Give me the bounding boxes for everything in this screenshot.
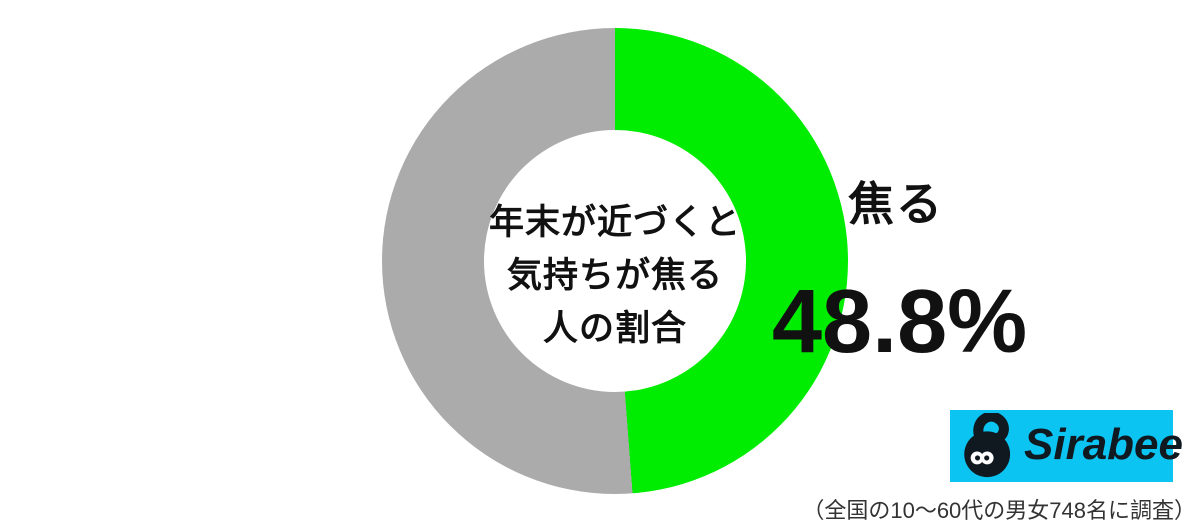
source-note: （全国の10〜60代の男女748名に調査） [802, 498, 1196, 522]
sirabee-logo: Sirabee [950, 410, 1183, 482]
slice-value: 48.8% [772, 272, 1028, 372]
donut-hole [484, 130, 746, 392]
chart-title-line-3: 人の割合 [542, 309, 687, 348]
chart-title-line-1: 年末が近づくと [488, 203, 741, 242]
sirabee-wordmark: Sirabee [1024, 420, 1183, 469]
slice-label: 焦る [848, 178, 944, 230]
chart-title-line-2: 気持ちが焦る [506, 256, 723, 295]
chart-title: 年末が近づくと 気持ちが焦る 人の割合 [454, 196, 776, 355]
sirabee-mascot-icon [964, 413, 1011, 478]
